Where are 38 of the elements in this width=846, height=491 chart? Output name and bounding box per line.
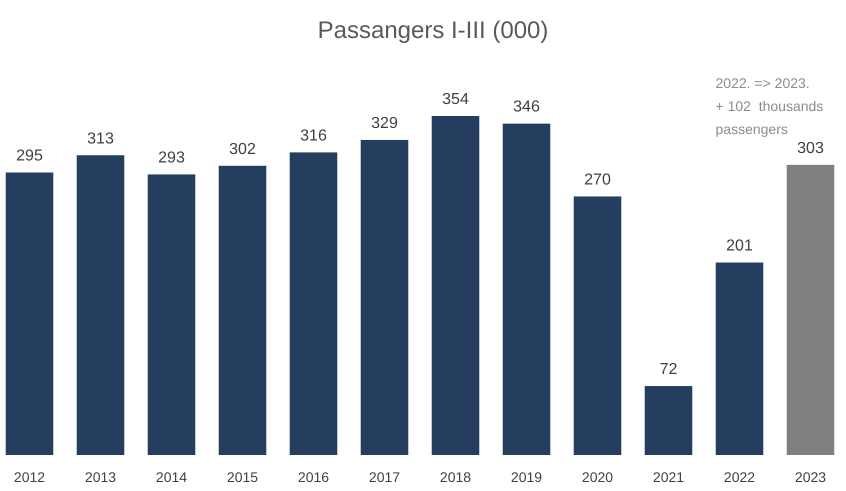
x-tick-label: 2019 — [510, 469, 542, 485]
x-tick-label: 2015 — [226, 469, 258, 485]
annotation: 2022. => 2023. + 102 thousands passengers — [716, 75, 824, 137]
bar — [76, 155, 124, 455]
bar — [786, 164, 834, 455]
data-label: 346 — [513, 98, 540, 116]
x-tick-label: 2021 — [652, 469, 684, 485]
data-label: 270 — [584, 171, 611, 188]
bar — [502, 124, 550, 455]
data-label: 72 — [660, 361, 678, 378]
x-tick-label: 2022 — [724, 469, 756, 485]
data-label: 302 — [229, 140, 256, 158]
x-tick-label: 2017 — [368, 469, 400, 485]
x-tick-label: 2013 — [84, 469, 116, 485]
chart-title: Passangers I-III (000) — [318, 17, 548, 44]
data-label: 316 — [300, 127, 327, 144]
bar — [716, 262, 764, 455]
bar — [360, 140, 408, 455]
x-tick-label: 2016 — [298, 469, 330, 485]
x-tick-label: 2023 — [794, 469, 826, 485]
data-label: 293 — [158, 149, 185, 166]
x-tick-label: 2020 — [582, 469, 614, 485]
bar — [644, 386, 692, 455]
x-tick-label: 2014 — [156, 469, 188, 485]
data-label: 329 — [371, 114, 398, 132]
data-label: 354 — [442, 91, 469, 108]
bar — [290, 152, 338, 455]
data-label: 303 — [797, 140, 824, 157]
bar — [148, 174, 196, 455]
bar — [6, 172, 54, 455]
bar — [218, 166, 266, 455]
data-label: 295 — [16, 148, 43, 164]
data-label: 201 — [726, 238, 753, 255]
x-tick-label: 2012 — [14, 469, 46, 485]
x-tick-label: 2018 — [440, 469, 472, 485]
bar — [574, 196, 622, 455]
data-label: 313 — [87, 130, 114, 148]
bar — [432, 116, 480, 455]
